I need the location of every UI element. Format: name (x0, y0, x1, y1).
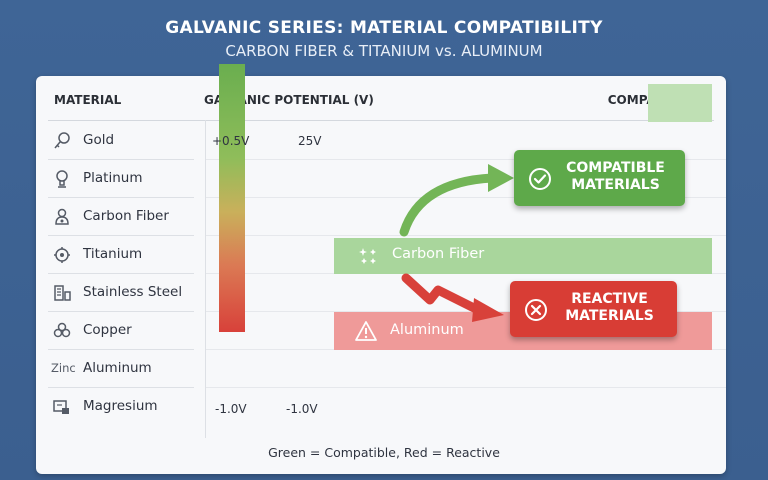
material-label: Carbon Fiber (83, 208, 169, 224)
material-label: Stainless Steel (83, 284, 183, 300)
sparkle-icon (358, 245, 380, 267)
column-header-potential: GALVANIC POTENTIAL (V) (204, 93, 374, 107)
material-label: Gold (83, 132, 115, 148)
compatibility-card: MATERIAL GALVANIC POTENTIAL (V) COMPATIB… (36, 76, 726, 474)
compatible-materials-label: COMPATIBLE MATERIALS (566, 160, 665, 193)
reactive-arrow (401, 273, 483, 315)
zinc-icon-text: Zinc (51, 361, 76, 375)
compatible-arrowhead (488, 164, 514, 192)
x-circle-icon (524, 298, 548, 322)
material-row: Zinc Aluminum (48, 350, 726, 388)
reactive-materials-label: REACTIVE MATERIALS (565, 291, 654, 324)
gold-icon (52, 131, 72, 151)
compatible-band-top (648, 84, 712, 122)
titanium-icon (52, 245, 72, 265)
compatible-materials-callout: COMPATIBLE MATERIALS (514, 150, 685, 206)
material-label: Aluminum (83, 360, 152, 376)
material-label: Platinum (83, 170, 143, 186)
page-subtitle: CARBON FIBER & TITANIUM vs. ALUMINUM (225, 42, 543, 60)
material-row: Carbon Fiber (48, 198, 726, 236)
reactive-materials-callout: REACTIVE MATERIALS (510, 281, 677, 337)
reactive-arrowhead (472, 298, 504, 322)
material-row: Gold (48, 122, 726, 160)
header-divider (48, 120, 714, 121)
material-row: Magresium (48, 388, 726, 426)
material-row: Platinum (48, 160, 726, 198)
flow-arrows (399, 164, 514, 322)
scale-bottom-left-label: -1.0V (215, 402, 247, 416)
column-header-material: MATERIAL (54, 93, 122, 107)
legend-text: Green = Compatible, Red = Reactive (268, 445, 500, 460)
warning-icon (354, 320, 378, 342)
stainless-steel-icon (52, 283, 72, 303)
carbon-fiber-band-label: Carbon Fiber (392, 246, 485, 262)
material-label: Copper (83, 322, 132, 338)
column-divider (205, 120, 206, 438)
carbon-fiber-icon (52, 207, 72, 227)
material-row: Stainless Steel (48, 274, 726, 312)
copper-icon (52, 321, 72, 341)
page-title: GALVANIC SERIES: MATERIAL COMPATIBILITY (165, 18, 603, 38)
carbon-fiber-band (334, 238, 712, 274)
scale-bottom-right-label: -1.0V (286, 402, 318, 416)
check-circle-icon (528, 167, 552, 191)
material-label: Titanium (83, 246, 143, 262)
compatible-arrow (399, 173, 497, 237)
galvanic-potential-scale (219, 64, 245, 332)
scale-top-left-label: +0.5V (212, 134, 250, 148)
material-label: Magresium (83, 398, 158, 414)
platinum-icon (52, 169, 72, 189)
scale-top-right-label: 25V (298, 134, 322, 148)
magnesium-icon (52, 397, 72, 417)
aluminum-band-label: Aluminum (390, 322, 464, 338)
